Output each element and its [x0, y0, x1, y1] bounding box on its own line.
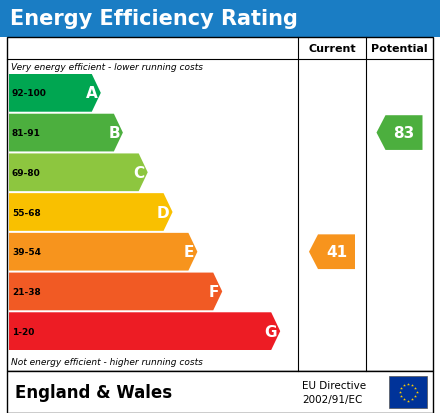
Text: 81-91: 81-91 — [12, 129, 41, 138]
Text: B: B — [108, 126, 120, 141]
Text: Current: Current — [308, 44, 356, 54]
Text: G: G — [265, 324, 277, 339]
Text: F: F — [209, 284, 219, 299]
Polygon shape — [9, 114, 123, 152]
Text: 41: 41 — [326, 244, 347, 260]
Polygon shape — [9, 233, 198, 271]
Bar — [0, 0, 440, 38]
Bar — [389, 376, 427, 408]
Bar — [7, 371, 433, 413]
Text: Potential: Potential — [371, 44, 428, 54]
Text: Not energy efficient - higher running costs: Not energy efficient - higher running co… — [11, 358, 203, 367]
Text: EU Directive: EU Directive — [302, 380, 366, 390]
Text: Energy Efficiency Rating: Energy Efficiency Rating — [10, 9, 298, 29]
Bar — [7, 38, 433, 371]
Text: 92-100: 92-100 — [12, 89, 47, 98]
Text: 55-68: 55-68 — [12, 208, 41, 217]
Polygon shape — [309, 235, 355, 269]
Text: Very energy efficient - lower running costs: Very energy efficient - lower running co… — [11, 63, 203, 72]
Text: 39-54: 39-54 — [12, 248, 41, 256]
Text: England & Wales: England & Wales — [15, 383, 172, 401]
Polygon shape — [377, 116, 422, 151]
Text: 83: 83 — [393, 126, 414, 141]
Polygon shape — [9, 273, 222, 311]
Text: 69-80: 69-80 — [12, 169, 41, 177]
Text: E: E — [184, 244, 194, 260]
Text: 2002/91/EC: 2002/91/EC — [302, 394, 363, 404]
Text: 1-20: 1-20 — [12, 327, 34, 336]
Polygon shape — [9, 154, 148, 192]
Text: D: D — [157, 205, 169, 220]
Polygon shape — [9, 75, 101, 112]
Text: A: A — [86, 86, 98, 101]
Text: 21-38: 21-38 — [12, 287, 41, 296]
Polygon shape — [9, 194, 172, 231]
Text: C: C — [134, 165, 145, 180]
Polygon shape — [9, 313, 280, 350]
